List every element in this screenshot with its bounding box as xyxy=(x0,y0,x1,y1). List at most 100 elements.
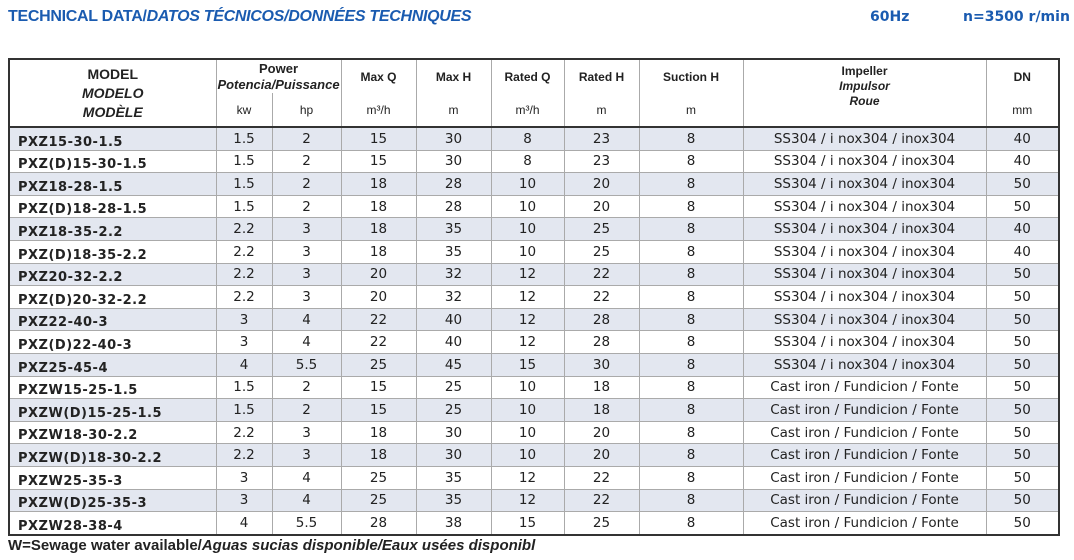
cell-dn: 50 xyxy=(985,194,1060,219)
cell-max-h: 32 xyxy=(415,262,492,287)
cell-model: PXZ18-28-1.5 xyxy=(8,172,217,196)
cell-rated-q: 10 xyxy=(490,375,565,400)
header-rated-q: Rated Q xyxy=(490,58,565,93)
cell-dn: 50 xyxy=(985,443,1060,467)
unit-max-h: m xyxy=(415,93,492,128)
cell-kw: 3 xyxy=(215,330,273,354)
header-max-q: Max Q xyxy=(340,58,417,93)
cell-model: PXZ(D)18-28-1.5 xyxy=(8,194,217,219)
cell-impeller: SS304 / i nox304 / inox304 xyxy=(742,217,987,241)
header-power: Power Potencia/Puissance xyxy=(215,58,342,93)
cell-hp: 4 xyxy=(271,488,342,513)
cell-max-h: 30 xyxy=(415,443,492,467)
cell-hp: 4 xyxy=(271,307,342,332)
table-row: PXZ(D)22-40-3 3 4 22 40 12 28 8 SS304 / i nox304… xyxy=(8,330,1060,354)
cell-hp: 4 xyxy=(271,465,342,490)
cell-kw: 2.2 xyxy=(215,239,273,264)
cell-max-q: 22 xyxy=(340,330,417,354)
cell-kw: 3 xyxy=(215,488,273,513)
cell-rated-h: 18 xyxy=(563,398,640,422)
cell-rated-h: 20 xyxy=(563,194,640,219)
cell-rated-h: 30 xyxy=(563,352,640,377)
cell-suction-h: 8 xyxy=(638,217,744,241)
table-row: PXZW18-30-2.2 2.2 3 18 30 10 20 8 Cast iron / Fu… xyxy=(8,420,1060,445)
cell-hp: 2 xyxy=(271,149,342,174)
cell-rated-q: 12 xyxy=(490,262,565,287)
table-row: PXZ(D)18-35-2.2 2.2 3 18 35 10 25 8 SS304 / i no… xyxy=(8,239,1060,264)
cell-max-q: 22 xyxy=(340,307,417,332)
cell-model: PXZ(D)15-30-1.5 xyxy=(8,149,217,174)
cell-suction-h: 8 xyxy=(638,262,744,287)
cell-impeller: Cast iron / Fundicion / Fonte xyxy=(742,511,987,536)
table-row: PXZ(D)15-30-1.5 1.5 2 15 30 8 23 8 SS304 / i nox… xyxy=(8,149,1060,174)
cell-dn: 40 xyxy=(985,126,1060,151)
cell-max-h: 40 xyxy=(415,330,492,354)
cell-hp: 2 xyxy=(271,194,342,219)
cell-rated-h: 22 xyxy=(563,285,640,309)
cell-max-q: 18 xyxy=(340,443,417,467)
cell-impeller: SS304 / i nox304 / inox304 xyxy=(742,172,987,196)
cell-kw: 3 xyxy=(215,465,273,490)
title-italic: DATOS TÉCNICOS/DONNÉES TECHNIQUES xyxy=(146,8,472,25)
cell-suction-h: 8 xyxy=(638,398,744,422)
cell-rated-q: 15 xyxy=(490,352,565,377)
table-row: PXZ22-40-3 3 4 22 40 12 28 8 SS304 / i nox304 / … xyxy=(8,307,1060,332)
cell-suction-h: 8 xyxy=(638,375,744,400)
page-title: TECHNICAL DATA/DATOS TÉCNICOS/DONNÉES TE… xyxy=(8,8,472,26)
cell-max-h: 32 xyxy=(415,285,492,309)
cell-rated-h: 22 xyxy=(563,262,640,287)
table-row: PXZW(D)15-25-1.5 1.5 2 15 25 10 18 8 Cast iron /… xyxy=(8,398,1060,422)
cell-hp: 2 xyxy=(271,126,342,151)
cell-dn: 50 xyxy=(985,511,1060,536)
cell-suction-h: 8 xyxy=(638,465,744,490)
cell-rated-q: 10 xyxy=(490,217,565,241)
cell-rated-h: 23 xyxy=(563,149,640,174)
unit-rated-h: m xyxy=(563,93,640,128)
cell-suction-h: 8 xyxy=(638,330,744,354)
cell-suction-h: 8 xyxy=(638,194,744,219)
cell-impeller: SS304 / i nox304 / inox304 xyxy=(742,149,987,174)
cell-max-h: 30 xyxy=(415,149,492,174)
cell-impeller: SS304 / i nox304 / inox304 xyxy=(742,239,987,264)
cell-hp: 5.5 xyxy=(271,511,342,536)
cell-kw: 2.2 xyxy=(215,420,273,445)
table-row: PXZ20-32-2.2 2.2 3 20 32 12 22 8 SS304 / i nox30… xyxy=(8,262,1060,287)
cell-impeller: SS304 / i nox304 / inox304 xyxy=(742,126,987,151)
cell-rated-h: 22 xyxy=(563,465,640,490)
cell-hp: 3 xyxy=(271,239,342,264)
cell-model: PXZ(D)18-35-2.2 xyxy=(8,239,217,264)
speed: n=3500 r/min xyxy=(963,9,1070,25)
frequency: 60Hz xyxy=(870,9,910,25)
cell-suction-h: 8 xyxy=(638,307,744,332)
cell-rated-q: 12 xyxy=(490,285,565,309)
cell-kw: 2.2 xyxy=(215,443,273,467)
cell-rated-q: 10 xyxy=(490,398,565,422)
cell-dn: 50 xyxy=(985,285,1060,309)
cell-model: PXZ20-32-2.2 xyxy=(8,262,217,287)
cell-hp: 5.5 xyxy=(271,352,342,377)
unit-hp: hp xyxy=(271,93,342,128)
cell-impeller: Cast iron / Fundicion / Fonte xyxy=(742,465,987,490)
cell-max-h: 30 xyxy=(415,420,492,445)
table-row: PXZ25-45-4 4 5.5 25 45 15 30 8 SS304 / i nox304 … xyxy=(8,352,1060,377)
cell-rated-h: 18 xyxy=(563,375,640,400)
table-row: PXZW25-35-3 3 4 25 35 12 22 8 Cast iron / Fundic… xyxy=(8,465,1060,490)
cell-max-q: 15 xyxy=(340,398,417,422)
cell-kw: 1.5 xyxy=(215,398,273,422)
cell-rated-q: 12 xyxy=(490,488,565,513)
cell-kw: 1.5 xyxy=(215,375,273,400)
cell-impeller: Cast iron / Fundicion / Fonte xyxy=(742,488,987,513)
cell-rated-q: 15 xyxy=(490,511,565,536)
cell-rated-q: 10 xyxy=(490,172,565,196)
cell-rated-h: 22 xyxy=(563,488,640,513)
cell-max-q: 20 xyxy=(340,285,417,309)
cell-suction-h: 8 xyxy=(638,420,744,445)
cell-max-h: 28 xyxy=(415,172,492,196)
cell-max-h: 38 xyxy=(415,511,492,536)
table-row: PXZ15-30-1.5 1.5 2 15 30 8 23 8 SS304 / i nox304… xyxy=(8,126,1060,151)
cell-hp: 3 xyxy=(271,443,342,467)
cell-dn: 50 xyxy=(985,375,1060,400)
header-suction-h: Suction H xyxy=(638,58,744,93)
cell-impeller: SS304 / i nox304 / inox304 xyxy=(742,307,987,332)
cell-impeller: Cast iron / Fundicion / Fonte xyxy=(742,375,987,400)
